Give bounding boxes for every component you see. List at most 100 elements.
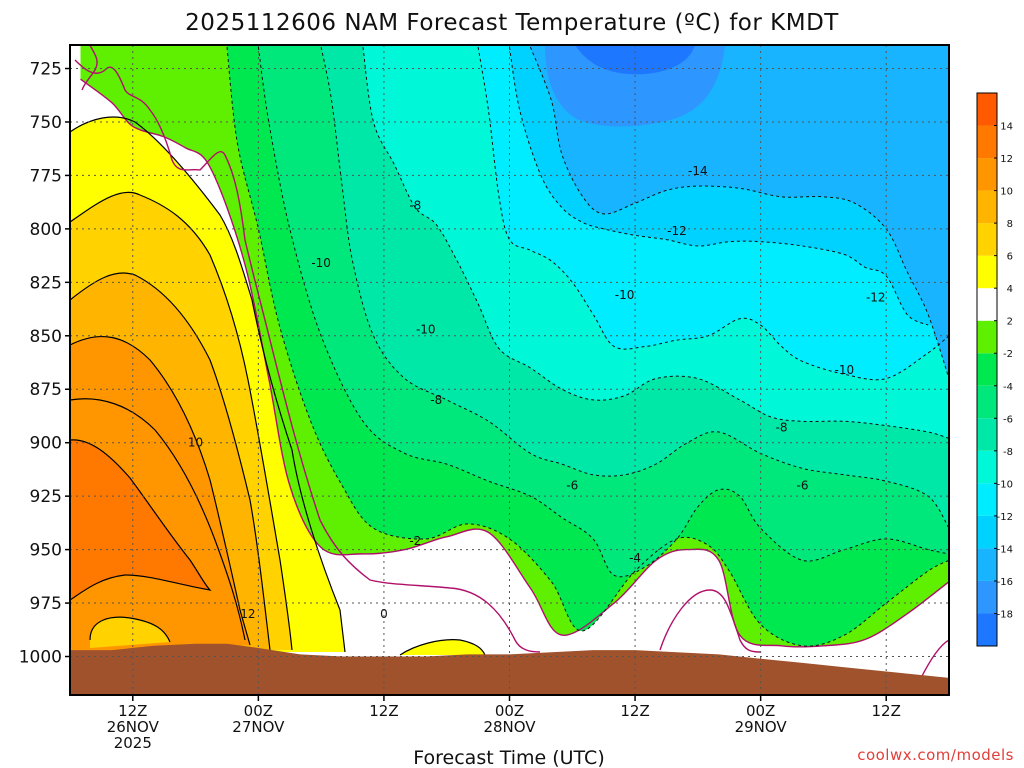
- colorbar-tick-label: 10: [1000, 187, 1013, 198]
- y-tick-label-850: 850: [30, 327, 62, 347]
- y-tick-label-875: 875: [30, 380, 62, 400]
- contour-label-14: -12: [667, 224, 687, 238]
- y-tick-label-1000: 1000: [19, 648, 62, 668]
- contour-label-text: -10: [416, 322, 436, 336]
- colorbar-cell--4: [977, 353, 997, 386]
- isotherm-0-lower-east: [659, 589, 761, 653]
- isotherm-line-minus-8: [362, 47, 949, 439]
- y-tick-label-900: 900: [30, 434, 62, 454]
- colorbar-tick-label: 2: [1007, 317, 1013, 328]
- colorbar-tick-label: 14: [1000, 122, 1013, 133]
- y-tick-label-925: 925: [30, 487, 62, 507]
- colorbar-tick-label: -18: [997, 609, 1013, 620]
- isotherm-10: [70, 398, 246, 641]
- x-tick-label-h42-0: 00Z: [495, 702, 524, 720]
- colorbar-cell--16: [977, 548, 997, 581]
- contour-label-13: -10: [835, 363, 855, 377]
- contour-label-text: -8: [776, 421, 788, 435]
- x-tick-label-h78-0: 12Z: [872, 702, 901, 720]
- colorbar-cell-6: [977, 223, 997, 256]
- isotherm-4: [70, 191, 293, 651]
- colorbar-cell--20: [977, 613, 997, 646]
- colorbar-tick-label: -16: [997, 577, 1013, 588]
- contour-label-15: -12: [866, 290, 886, 304]
- isotherm-line-minus-12: [509, 47, 929, 326]
- contour-label-text: -8: [430, 393, 442, 407]
- isotherm-line-minus-14: [529, 46, 949, 379]
- contour-label-text: -6: [566, 478, 578, 492]
- contour-label-text: -10: [311, 256, 331, 270]
- contour-label-text: -12: [667, 224, 687, 238]
- colorbar-cell-2: [977, 288, 997, 321]
- colorbar-cell--8: [977, 418, 997, 451]
- colorbar-cell--10: [977, 450, 997, 484]
- contour-label-10: -10: [311, 256, 331, 270]
- colorbar-tick-label: 6: [1007, 252, 1013, 263]
- contour-label-text: -10: [615, 288, 635, 302]
- colorbar-cell-10: [977, 158, 997, 191]
- x-axis-label: Forecast Time (UTC): [413, 747, 604, 768]
- y-tick-label-975: 975: [30, 594, 62, 614]
- freezing-isotherms: [74, 45, 949, 681]
- contour-label-text: 10: [188, 436, 203, 450]
- contour-label-12: -10: [615, 288, 635, 302]
- isotherm-2: [70, 116, 346, 653]
- isotherm-line-minus-4: [257, 47, 949, 578]
- contour-label-2: 0: [380, 607, 388, 621]
- isotherm-line-minus-2: [226, 47, 949, 647]
- contour-label-text: 0: [380, 607, 388, 621]
- isotherm-0-far-east: [919, 639, 949, 681]
- colorbar-tick-label: -14: [997, 544, 1013, 555]
- x-tick-label-h6-1: 26NOV: [107, 718, 160, 736]
- colorbar-tick-label: -12: [997, 512, 1013, 523]
- isotherm-12: [70, 439, 212, 601]
- y-tick-label-800: 800: [30, 220, 62, 240]
- temp-band-surface-warm: [90, 617, 170, 648]
- isotherm-surface-yellow: [399, 639, 486, 656]
- contour-label-0: 10: [188, 436, 203, 450]
- colorbar-cell--14: [977, 515, 997, 549]
- colorbar-cell-14: [977, 93, 997, 126]
- cold-temperature-bands: [80, 45, 949, 647]
- contour-label-5: -6: [566, 478, 578, 492]
- contour-label-9: -8: [409, 198, 421, 212]
- contour-label-text: -8: [409, 198, 421, 212]
- colorbar-cell--2: [977, 320, 997, 354]
- colorbar-tick-label: -4: [1003, 382, 1013, 393]
- y-axis: 725 750 775 800 825 850 875 900 925 950 975 1000: [19, 60, 70, 668]
- contour-labels: 10 12 0 -2 -4 -6 -6 -8 -8 -8 -10 -10 -10 -10 -12 -12 -14: [188, 164, 886, 621]
- y-tick-label-950: 950: [30, 541, 62, 561]
- x-tick-label-h30-0: 12Z: [369, 702, 398, 720]
- contour-label-7: -8: [430, 393, 442, 407]
- contour-label-16: -14: [688, 164, 708, 178]
- contour-label-text: -6: [797, 478, 809, 492]
- contour-label-6: -6: [797, 478, 809, 492]
- x-tick-label-h66-0: 00Z: [746, 702, 775, 720]
- x-tick-label-h6-2: 2025: [114, 734, 152, 752]
- contour-label-text: -10: [835, 363, 855, 377]
- temp-band-below-minus-14: [530, 45, 949, 379]
- isotherm-line-minus-10: [477, 47, 949, 381]
- x-tick-label-h42-1: 28NOV: [483, 718, 536, 736]
- credit-text: coolwx.com/models: [857, 746, 1014, 764]
- colorbar-tick-label: 8: [1007, 219, 1013, 230]
- colorbar-tick-label: -8: [1003, 447, 1013, 458]
- x-tick-label-h18-0: 00Z: [244, 702, 273, 720]
- plot-area: [70, 45, 949, 695]
- isotherm-surface-warm: [89, 616, 171, 643]
- temp-band-minus-16-core: [545, 45, 725, 127]
- isotherm-line-minus-6: [320, 47, 949, 529]
- colorbar-tick-label: 12: [1000, 154, 1013, 165]
- y-tick-label-775: 775: [30, 166, 62, 186]
- grid-lines: [70, 45, 949, 695]
- warm-isotherm-lines: [70, 116, 486, 656]
- x-tick-label-h54-0: 12Z: [620, 702, 649, 720]
- colorbar-cell--18: [977, 580, 997, 614]
- contour-label-11: -10: [416, 322, 436, 336]
- colorbar-tick-label: -6: [1003, 414, 1013, 425]
- isotherm-line-zero: [80, 78, 949, 648]
- temp-band-minus-18-inner: [575, 45, 695, 75]
- temp-band-12-to-14: [70, 439, 210, 600]
- chart-title: 2025112606 NAM Forecast Temperature (ºC)…: [185, 10, 839, 36]
